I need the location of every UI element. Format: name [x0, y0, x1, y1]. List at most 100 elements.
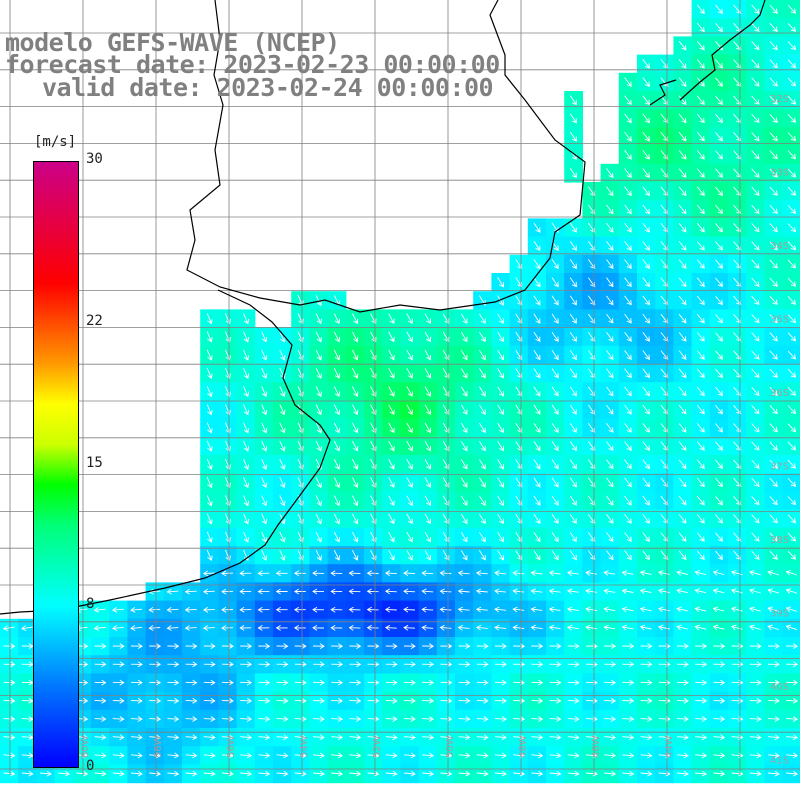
wind-arrow: [403, 643, 416, 649]
wind-arrow: [385, 734, 398, 741]
wind-arrow: [258, 643, 271, 649]
wind-arrow: [715, 277, 723, 287]
wind-arrow: [678, 332, 687, 342]
wind-arrow: [388, 459, 395, 470]
wind-arrow: [460, 422, 468, 434]
wind-arrow: [678, 477, 687, 488]
wind-cell: [782, 509, 800, 529]
wind-arrow: [786, 661, 799, 668]
wind-arrow: [203, 697, 216, 704]
wind-arrow: [112, 679, 125, 686]
wind-arrow: [293, 625, 306, 631]
wind-arrow: [642, 441, 650, 451]
wind-arrow: [786, 734, 799, 741]
wind-arrow: [696, 295, 705, 306]
wind-arrow: [403, 770, 416, 777]
wind-cell: [782, 309, 800, 329]
wind-arrow: [293, 570, 306, 577]
wind-arrow: [624, 95, 632, 106]
wind-arrow: [585, 770, 598, 777]
wind-arrow: [624, 423, 632, 433]
wind-cell: [782, 127, 800, 147]
wind-arrow: [715, 132, 723, 142]
wind-arrow: [624, 477, 632, 488]
wind-arrow: [261, 477, 268, 489]
valid-date: valid date: 2023-02-24 00:00:00: [42, 73, 494, 102]
wind-arrow: [640, 770, 653, 777]
wind-arrow: [315, 331, 322, 343]
wind-arrow: [533, 459, 541, 470]
wind-arrow: [567, 588, 579, 595]
wind-arrow: [767, 661, 780, 668]
longitude-label: 60W: [80, 735, 91, 758]
wind-arrow: [366, 624, 379, 631]
wind-arrow: [549, 752, 562, 759]
wind-arrow: [333, 331, 341, 343]
wind-arrow: [696, 332, 705, 342]
wind-arrow: [678, 131, 687, 142]
wind-arrow: [424, 440, 432, 452]
wind-arrow: [479, 368, 486, 379]
wind-arrow: [476, 734, 489, 741]
wind-arrow: [240, 770, 253, 777]
wind-arrow: [569, 350, 577, 361]
wind-arrow: [533, 404, 541, 415]
wind-arrow: [604, 734, 617, 741]
wind-arrow: [624, 277, 632, 288]
wind-arrow: [206, 349, 213, 361]
wind-arrow: [585, 606, 597, 613]
wind-arrow: [261, 458, 268, 470]
wind-arrow: [403, 679, 416, 686]
wind-arrow: [167, 697, 180, 704]
wind-arrow: [787, 59, 796, 69]
wind-arrow: [349, 770, 362, 777]
wind-arrow: [349, 643, 362, 649]
wind-arrow: [167, 643, 180, 649]
wind-arrow: [258, 697, 271, 704]
wind-arrow: [551, 404, 559, 415]
wind-arrow: [767, 716, 780, 722]
wind-arrow: [642, 423, 650, 433]
wind-arrow: [294, 643, 307, 649]
wind-arrow: [330, 588, 343, 595]
wind-arrow: [388, 495, 395, 507]
wind-arrow: [149, 697, 162, 704]
wind-arrow: [787, 314, 796, 324]
wind-arrow: [785, 624, 798, 631]
wind-arrow: [258, 752, 271, 759]
wind-arrow: [606, 241, 614, 251]
wind-arrow: [642, 204, 650, 215]
wind-arrow: [678, 532, 687, 542]
wind-arrow: [3, 661, 16, 668]
wind-arrow: [549, 697, 562, 704]
wind-arrow: [258, 770, 271, 777]
wind-arrow: [769, 150, 778, 160]
wind-arrow: [695, 661, 708, 668]
wind-arrow: [639, 606, 652, 613]
wind-arrow: [457, 606, 470, 613]
wind-arrow: [388, 349, 395, 361]
wind-arrow: [751, 514, 760, 524]
wind-arrow: [696, 495, 705, 506]
wind-arrow: [606, 277, 614, 288]
wind-arrow: [148, 625, 161, 631]
wind-arrow: [385, 661, 398, 668]
wind-arrow: [640, 661, 653, 668]
wind-arrow: [497, 368, 504, 379]
wind-arrow: [330, 606, 343, 613]
wind-arrow: [769, 405, 778, 415]
wind-arrow: [715, 405, 723, 415]
wind-arrow: [624, 332, 632, 342]
wind-arrow: [93, 607, 106, 613]
wind-arrow: [713, 697, 726, 704]
wind-arrow: [479, 495, 486, 506]
wind-arrow: [276, 716, 289, 722]
wind-arrow: [76, 770, 89, 777]
wind-arrow: [203, 716, 216, 722]
wind-arrow: [622, 679, 635, 686]
wind-arrow: [476, 697, 489, 704]
wind-arrow: [787, 514, 796, 524]
wind-arrow: [624, 204, 632, 215]
wind-arrow: [330, 625, 343, 631]
